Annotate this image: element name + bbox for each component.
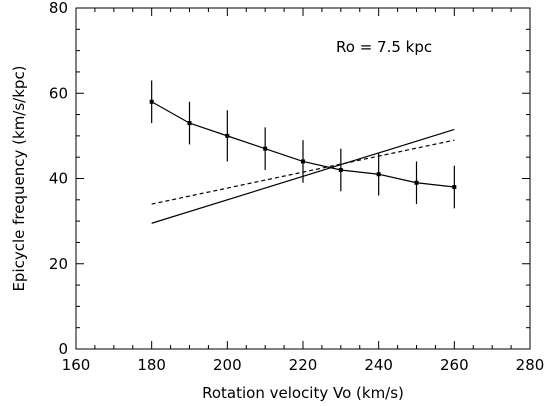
x-tick-label: 220 xyxy=(289,356,318,374)
data-point xyxy=(376,172,381,177)
x-tick-label: 180 xyxy=(137,356,166,374)
series-line-3 xyxy=(151,139,455,205)
y-tick-label: 60 xyxy=(49,84,68,102)
x-tick-label: 280 xyxy=(516,356,545,374)
data-point xyxy=(149,99,154,104)
chart-annotation: Ro = 7.5 kpc xyxy=(336,38,432,56)
y-tick-label: 80 xyxy=(49,0,68,17)
y-tick-label: 40 xyxy=(49,170,68,188)
data-point xyxy=(187,121,192,126)
x-axis-label: Rotation velocity Vo (km/s) xyxy=(202,384,404,402)
data-point xyxy=(414,180,419,185)
y-axis-label: Epicycle frequency (km/s/kpc) xyxy=(10,65,28,291)
data-point xyxy=(225,133,230,138)
x-tick-label: 160 xyxy=(62,356,91,374)
axis-ticks xyxy=(75,7,531,350)
x-tick-label: 240 xyxy=(364,356,393,374)
series-group xyxy=(149,80,457,224)
y-tick-label: 20 xyxy=(49,255,68,273)
data-point xyxy=(263,146,268,151)
series-line-2 xyxy=(151,128,455,224)
y-tick-label: 0 xyxy=(58,340,68,358)
x-tick-label: 200 xyxy=(213,356,242,374)
data-point xyxy=(338,167,343,172)
data-point xyxy=(452,185,457,190)
data-point xyxy=(301,159,305,164)
tick-labels: 160 180 200 220 240 260 280 0 20 40 60 80 xyxy=(49,0,544,374)
x-tick-label: 260 xyxy=(440,356,469,374)
